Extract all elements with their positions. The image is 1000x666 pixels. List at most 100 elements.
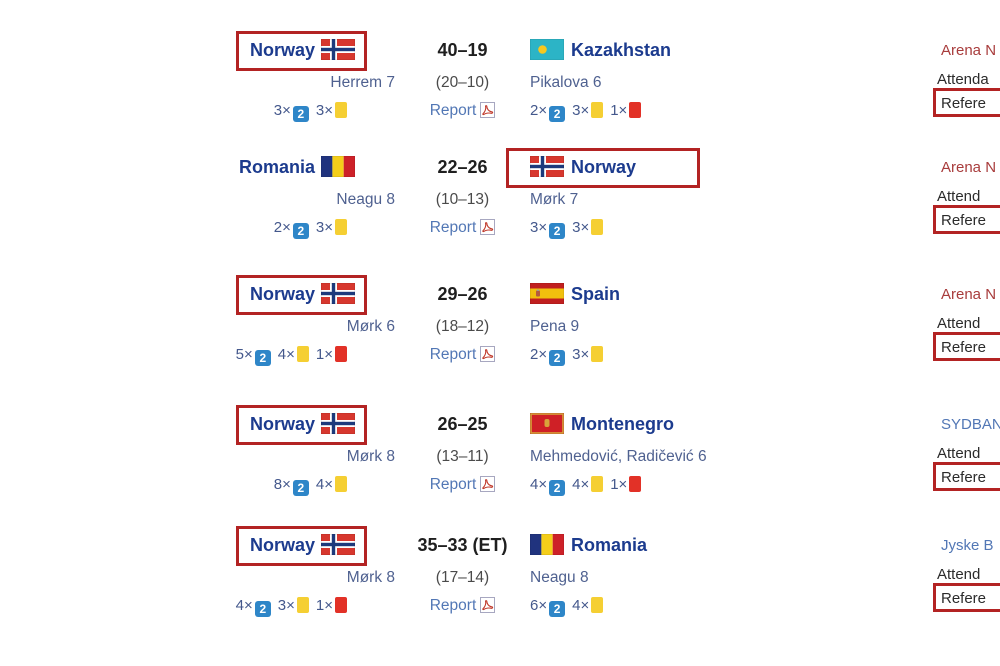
away-cards: 4× 2 4× 1×	[530, 473, 937, 497]
home-scorers-link[interactable]: Mørk 8	[346, 448, 395, 465]
card-count: 8×	[273, 476, 291, 493]
report-line: Report	[395, 594, 530, 618]
report-link[interactable]: Report	[429, 346, 477, 363]
score-cell: 26–25 (13–11) Report	[395, 412, 530, 507]
two-min-card-icon: 2	[292, 106, 309, 122]
venue-link[interactable]: SYDBAN	[941, 416, 1000, 433]
away-team-link[interactable]: Kazakhstan	[571, 40, 672, 60]
home-team-link[interactable]: Norway	[249, 40, 315, 60]
venue-link[interactable]: Arena N	[941, 286, 997, 303]
home-team-cell: Norway Herrem 7 3× 2 3×	[0, 31, 395, 133]
away-team-cell: Norway Mørk 7 3× 2 3×	[505, 148, 937, 250]
home-team-cell: Norway Mørk 8 8× 2 4×	[0, 405, 395, 507]
pdf-icon[interactable]	[480, 597, 496, 613]
yellow-card-icon	[296, 346, 309, 362]
pdf-icon[interactable]	[480, 102, 496, 118]
home-scorers-line: Mørk 8	[0, 445, 395, 469]
report-line: Report	[395, 216, 530, 240]
card-group: 4×	[572, 594, 604, 618]
card-group: 3×	[572, 343, 604, 367]
score: 26–25	[437, 414, 488, 434]
venue-link[interactable]: Arena N	[941, 42, 997, 59]
away-team: Norway	[505, 148, 701, 188]
two-min-card-icon: 2	[549, 106, 566, 122]
away-team-link[interactable]: Romania	[571, 535, 648, 555]
away-scorers-link[interactable]: Neagu 8	[530, 569, 589, 586]
home-scorers-line: Neagu 8	[0, 188, 395, 212]
home-team: Norway	[235, 526, 368, 566]
away-team-link[interactable]: Norway	[571, 157, 637, 177]
yellow-card-icon	[591, 476, 604, 492]
card-count: 1×	[315, 597, 333, 614]
venue-line: Arena N	[941, 40, 996, 62]
yellow-card-icon	[335, 476, 347, 492]
card-group: 4× 2	[236, 594, 271, 618]
home-team-flag-icon	[321, 39, 355, 60]
report-link[interactable]: Report	[429, 597, 477, 614]
card-count: 6×	[530, 597, 548, 614]
report-link[interactable]: Report	[429, 219, 477, 236]
away-scorers-link[interactable]: Pikalova 6	[530, 74, 602, 91]
card-group: 1×	[316, 343, 347, 367]
venue-link[interactable]: Arena N	[941, 159, 997, 176]
away-team-line: Kazakhstan	[530, 38, 937, 62]
report-link[interactable]: Report	[429, 102, 477, 119]
pdf-icon[interactable]	[480, 476, 496, 492]
referees-text: Refere	[932, 332, 1000, 361]
card-group: 3×	[572, 99, 604, 123]
home-team-link[interactable]: Norway	[249, 535, 315, 555]
away-team-flag-icon	[530, 283, 564, 304]
away-scorers-line: Mehmedović, Radičević 6	[530, 445, 937, 469]
away-scorers-line: Pikalova 6	[530, 71, 937, 95]
attendance-text: Attend	[937, 445, 981, 462]
pdf-icon[interactable]	[480, 219, 496, 235]
home-scorers-link[interactable]: Herrem 7	[330, 74, 395, 91]
card-count: 4×	[277, 346, 295, 363]
card-group: 3× 2	[530, 216, 566, 240]
away-team-link[interactable]: Spain	[571, 284, 621, 304]
home-team-link[interactable]: Norway	[249, 284, 315, 304]
card-count: 3×	[572, 219, 590, 236]
away-team-flag-icon	[530, 413, 564, 434]
home-scorers-line: Mørk 6	[0, 315, 395, 339]
home-scorers-link[interactable]: Mørk 8	[346, 569, 395, 586]
home-team: Norway	[235, 31, 368, 71]
card-group: 6× 2	[530, 594, 566, 618]
away-scorers-link[interactable]: Mørk 7	[530, 191, 579, 208]
yellow-card-icon	[335, 219, 347, 235]
venue-line: Arena N	[941, 284, 996, 306]
two-min-card-icon: 2	[292, 480, 309, 496]
attendance-text: Attend	[937, 188, 981, 205]
home-scorers-link[interactable]: Neagu 8	[336, 191, 395, 208]
venue-link[interactable]: Jyske B	[941, 537, 994, 554]
score-cell: 35–33 (ET) (17–14) Report	[395, 533, 530, 628]
report-link[interactable]: Report	[429, 476, 477, 493]
report-line: Report	[395, 473, 530, 497]
away-team-cell: Montenegro Mehmedović, Radičević 6 4× 2 4×…	[530, 412, 937, 507]
home-scorers-link[interactable]: Mørk 6	[346, 318, 395, 335]
away-team-link[interactable]: Montenegro	[571, 414, 674, 434]
home-team-link[interactable]: Norway	[249, 414, 315, 434]
home-team-flag-icon	[321, 534, 355, 555]
home-cards: 8× 2 4×	[0, 473, 395, 497]
away-scorers-link[interactable]: Pena 9	[530, 318, 580, 335]
away-team-flag-icon	[530, 534, 564, 555]
home-team-cell: Romania Neagu 8 2× 2 3×	[0, 155, 395, 250]
referees-text: Refere	[932, 88, 1000, 117]
home-team: Romania	[239, 155, 355, 181]
match-row: Romania Neagu 8 2× 2 3× 22–26 (10–13) Repo…	[0, 148, 1000, 255]
card-count: 1×	[610, 476, 628, 493]
card-count: 3×	[277, 597, 295, 614]
away-scorers-link[interactable]: Mehmedović, Radičević 6	[530, 448, 707, 465]
home-cards: 5× 2 4× 1×	[0, 343, 395, 367]
card-group: 4×	[316, 473, 347, 497]
home-team-cell: Norway Mørk 8 4× 2 3× 1×	[0, 526, 395, 628]
card-count: 1×	[315, 346, 333, 363]
away-team-flag-icon	[530, 156, 564, 177]
card-group: 1×	[610, 473, 642, 497]
referees-text: Refere	[932, 205, 1000, 234]
pdf-icon[interactable]	[480, 346, 496, 362]
card-group: 2× 2	[530, 99, 566, 123]
home-team-link[interactable]: Romania	[238, 157, 315, 177]
